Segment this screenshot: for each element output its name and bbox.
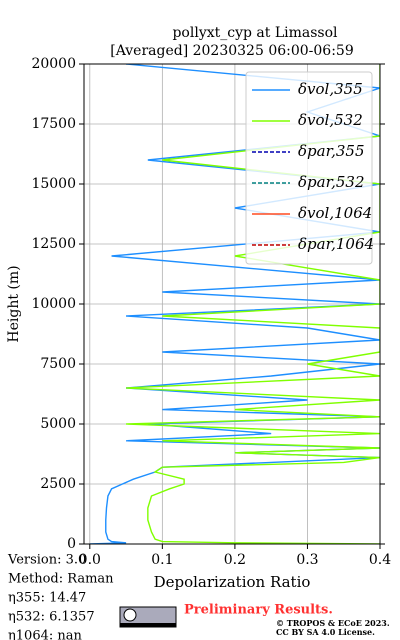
legend-box xyxy=(245,71,373,265)
series-line xyxy=(126,64,380,544)
y-tick-label: 7500 xyxy=(40,356,76,372)
x-tick-label: 0.0 xyxy=(79,552,101,568)
annotation: Version: 3.0 xyxy=(7,553,86,568)
x-tick-label: 0.1 xyxy=(151,552,173,568)
x-axis-label: Depolarization Ratio xyxy=(154,573,311,591)
annotation: η532: 6.1357 xyxy=(8,610,95,625)
y-tick-label: 10000 xyxy=(31,296,76,312)
annotation: η355: 14.47 xyxy=(8,591,86,606)
y-tick-label: 2500 xyxy=(40,476,76,492)
copyright: CC BY SA 4.0 License. xyxy=(276,627,375,637)
x-tick-label: 0.4 xyxy=(369,552,391,568)
y-tick-label: 0 xyxy=(67,536,76,552)
chart-subtitle: [Averaged] 20230325 06:00-06:59 xyxy=(110,43,354,59)
y-tick-label: 12500 xyxy=(31,236,76,252)
legend-label: δpar,532 xyxy=(298,173,365,191)
legend-label: δvol,1064 xyxy=(298,204,372,222)
y-tick-label: 15000 xyxy=(31,176,76,192)
plot-frame xyxy=(83,63,381,545)
chart-title: pollyxt_cyp at Limassol xyxy=(172,25,338,41)
legend-label: δvol,532 xyxy=(298,111,363,129)
annotation: Method: Raman xyxy=(8,572,114,587)
legend-label: δpar,1064 xyxy=(298,235,374,253)
x-tick-label: 0.3 xyxy=(296,552,318,568)
y-tick-label: 20000 xyxy=(31,56,76,72)
legend-label: δpar,355 xyxy=(298,142,365,160)
y-tick-label: 5000 xyxy=(40,416,76,432)
notice: Preliminary Results. xyxy=(184,603,333,618)
annotation: η1064: nan xyxy=(8,629,83,640)
copyright: © TROPOS & ECoE 2023. xyxy=(276,618,390,628)
y-tick-label: 17500 xyxy=(31,116,76,132)
legend-label: δvol,355 xyxy=(298,80,363,98)
x-tick-label: 0.2 xyxy=(224,552,246,568)
license-badge xyxy=(119,606,177,628)
y-axis-label: Height (m) xyxy=(6,265,22,342)
